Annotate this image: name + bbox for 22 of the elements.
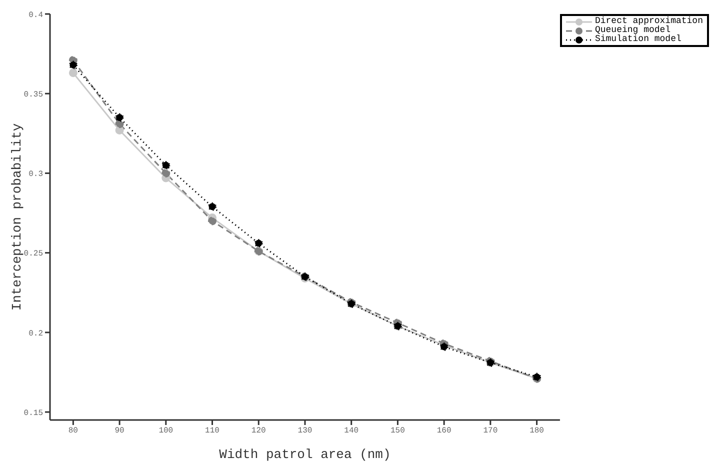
x-tick-label: 130 (298, 426, 312, 436)
y-tick-label: 0.15 (24, 408, 44, 418)
y-tick-label: 0.35 (24, 90, 44, 100)
x-tick-label: 170 (483, 426, 498, 436)
y-axis-title: Interception probability (10, 123, 25, 311)
y-tick-label: 0.25 (24, 250, 44, 259)
legend-label: Queueing model (594, 25, 671, 35)
y-tick-label: 0.4 (28, 10, 44, 20)
legend-label: Direct approximation (594, 16, 703, 26)
x-tick-label: 90 (114, 426, 125, 436)
x-tick-label: 160 (436, 426, 452, 436)
x-tick-label: 150 (390, 426, 406, 436)
x-tick-label: 140 (344, 426, 359, 436)
x-tick-label: 110 (205, 426, 220, 436)
x-tick-label: 180 (530, 426, 544, 436)
legend-label: Simulation model (594, 34, 682, 44)
y-tick-label: 0.3 (28, 170, 44, 180)
y-tick-label: 0.2 (28, 329, 44, 338)
x-tick-label: 120 (251, 426, 266, 436)
x-tick-label: 80 (68, 426, 78, 436)
x-tick-label: 100 (158, 426, 174, 436)
x-axis-title: Width patrol area (nm) (219, 447, 391, 462)
